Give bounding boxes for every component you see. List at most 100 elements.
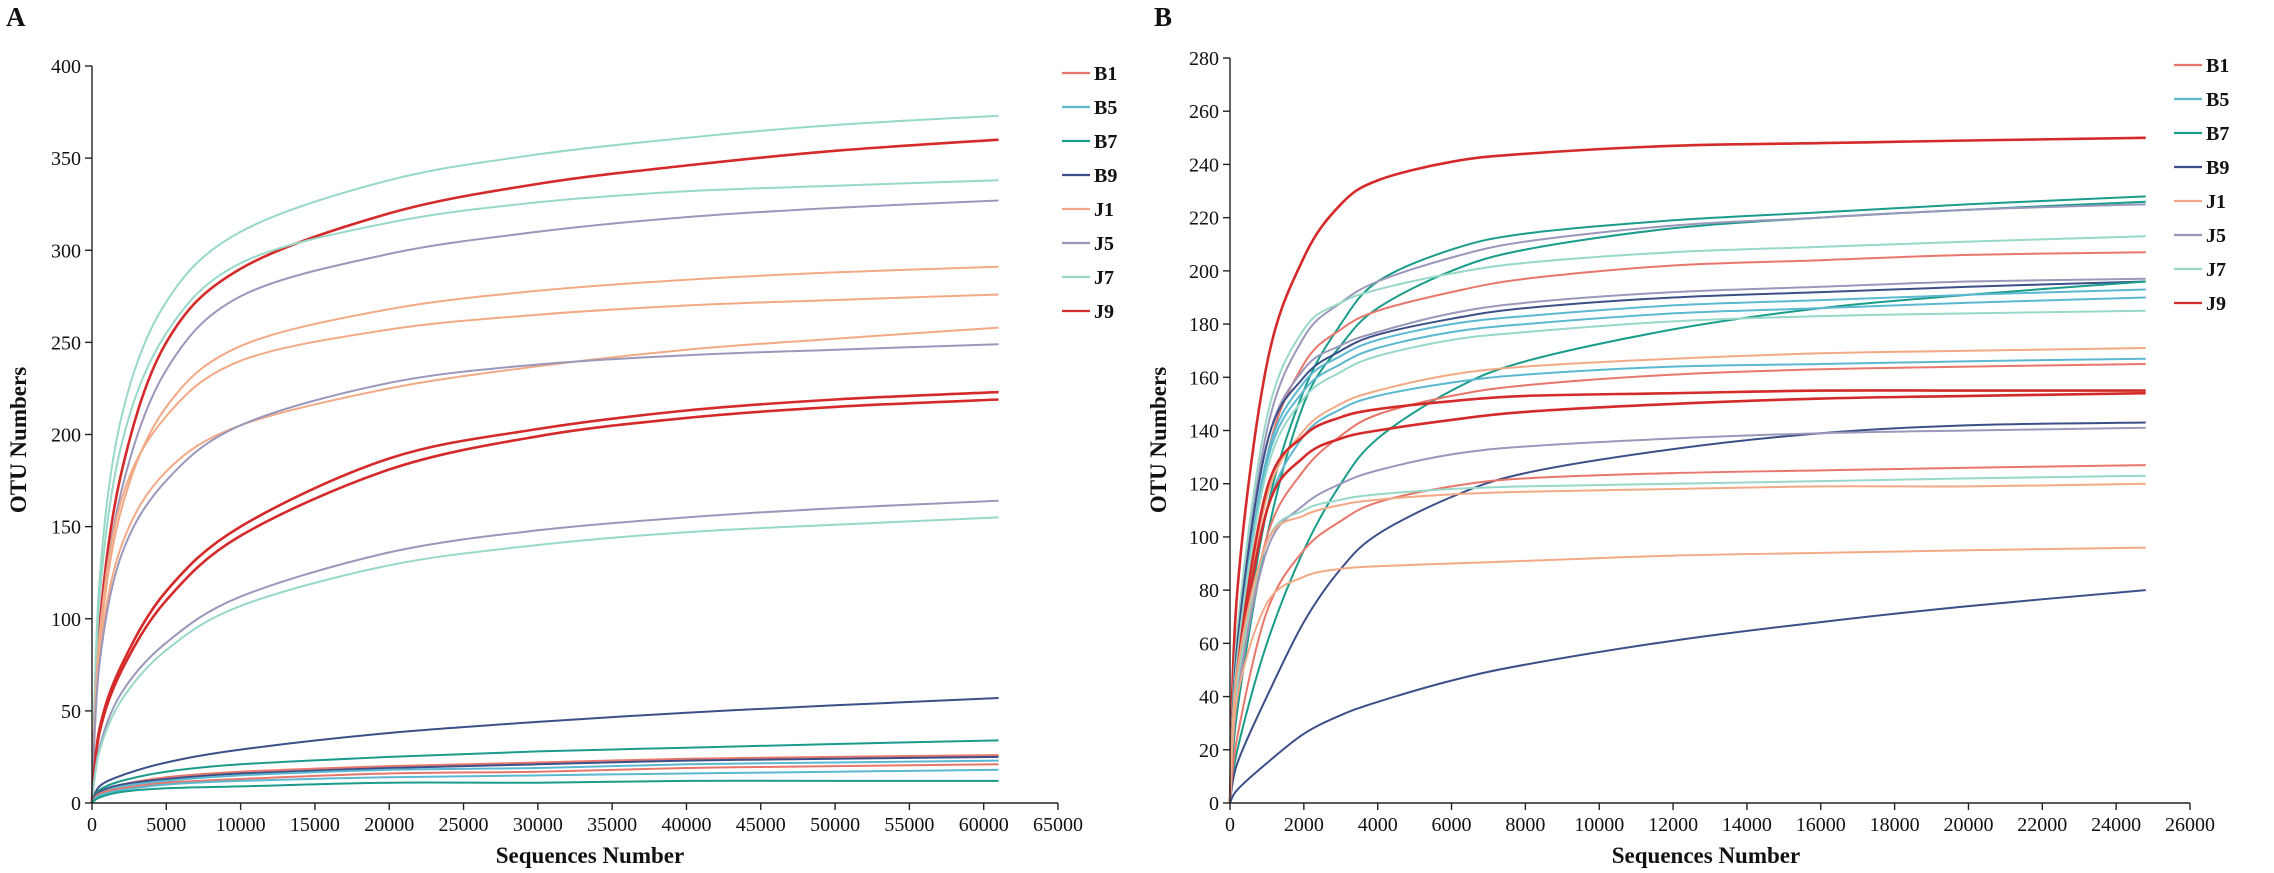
series-line-b7: [1229, 195, 2146, 804]
y-tick-label: 280: [1189, 48, 1219, 70]
y-tick-label: 260: [1189, 101, 1219, 123]
series-line-b5: [91, 768, 999, 804]
x-tick-label: 10000: [1574, 814, 1624, 836]
y-tick-label: 240: [1189, 154, 1219, 176]
panel-b: B 0 20 40 60 80 100 120 140 160 180 200 220 240 260 28…: [1140, 0, 2274, 873]
series-line-j1: [91, 293, 999, 804]
series-line-b1: [1229, 464, 2146, 804]
x-tick-label: 20000: [364, 814, 414, 836]
y-tick-label: 20: [1199, 740, 1219, 762]
panel-label: B: [1154, 2, 1173, 32]
series-line-j9: [1228, 136, 2146, 804]
y-tick-label: 350: [51, 148, 81, 170]
x-tick-label: 4000: [1358, 814, 1398, 836]
y-tick-label: 100: [51, 609, 81, 631]
legend-label-b9: B9: [1094, 165, 1117, 187]
y-tick-label: 220: [1189, 208, 1219, 230]
legend-label-j5: J5: [1094, 233, 1114, 255]
x-tick-label: 0: [1225, 814, 1235, 836]
x-tick-label: 6000: [1432, 814, 1472, 836]
series-line-j9: [90, 398, 999, 804]
legend-label-b1: B1: [2206, 55, 2229, 77]
legend-label-b5: B5: [1094, 97, 1117, 119]
legend-label-j7: J7: [1094, 267, 1114, 289]
x-tick-label: 60000: [959, 814, 1009, 836]
legend-label-b5: B5: [2206, 89, 2229, 111]
legend-label-b7: B7: [2206, 123, 2229, 145]
y-tick-label: 120: [1189, 474, 1219, 496]
chart-b-svg: 0 20 40 60 80 100 120 140 160 180 200 220 240 260 280 0…: [1146, 48, 2229, 868]
x-tick-label: 45000: [736, 814, 786, 836]
x-tick-label: 26000: [2165, 814, 2215, 836]
y-tick-label: 50: [61, 701, 81, 723]
y-tick-label: 0: [1209, 793, 1219, 815]
x-tick-label: 35000: [587, 814, 637, 836]
chart-a-svg: 0 50 100 150 200 250 300 350 400 0 5000 10000 15000 2…: [6, 56, 1117, 868]
series-line-b7: [1229, 280, 2146, 804]
series-line-j1: [1229, 482, 2146, 804]
x-tick-label: 55000: [884, 814, 934, 836]
y-tick-label: 60: [1199, 633, 1219, 655]
y-tick-label: 200: [51, 425, 81, 447]
x-tick-label: 12000: [1648, 814, 1698, 836]
x-tick-label: 40000: [661, 814, 711, 836]
series-line-b7: [91, 779, 999, 804]
series-line-b9: [1229, 589, 2146, 804]
series-line-b9: [1229, 421, 2146, 804]
x-tick-label: 0: [87, 814, 97, 836]
legend-label-j5: J5: [2206, 225, 2226, 247]
series-line-j5: [91, 343, 999, 804]
series-line-b5: [1229, 357, 2146, 804]
legend-label-b7: B7: [1094, 131, 1117, 153]
x-tick-label: 10000: [216, 814, 266, 836]
y-axis-title: OTU Numbers: [1146, 367, 1171, 513]
y-tick-label: 180: [1189, 314, 1219, 336]
series-line-j1: [91, 265, 999, 804]
y-tick-label: 400: [51, 56, 81, 78]
series-line-j7: [1229, 474, 2146, 804]
series-line-b9: [91, 755, 999, 804]
series-line-j7: [91, 114, 999, 804]
series-line-j7: [1229, 235, 2146, 804]
x-tick-label: 50000: [810, 814, 860, 836]
y-tick-label: 0: [71, 793, 81, 815]
legend-label-b1: B1: [1094, 63, 1117, 85]
series-line-b7: [91, 739, 999, 804]
series-line-b5: [91, 759, 999, 804]
series-line-b9: [91, 697, 999, 804]
x-tick-label: 14000: [1722, 814, 1772, 836]
panel-label: A: [6, 2, 26, 32]
y-tick-label: 160: [1189, 367, 1219, 389]
series-line-j1: [91, 326, 999, 804]
x-tick-label: 2000: [1284, 814, 1324, 836]
x-tick-label: 25000: [439, 814, 489, 836]
series-line-b9: [1229, 280, 2146, 804]
y-tick-label: 80: [1199, 580, 1219, 602]
series-line-b1: [91, 763, 999, 804]
y-tick-label: 200: [1189, 261, 1219, 283]
x-tick-label: 20000: [1943, 814, 1993, 836]
x-tick-label: 24000: [2091, 814, 2141, 836]
y-tick-label: 140: [1189, 421, 1219, 443]
y-tick-label: 40: [1199, 687, 1219, 709]
x-tick-label: 15000: [290, 814, 340, 836]
series-line-j1: [1229, 546, 2146, 804]
x-tick-label: 8000: [1505, 814, 1545, 836]
series-line-j5: [91, 499, 999, 804]
y-tick-label: 100: [1189, 527, 1219, 549]
series-line-j5: [1229, 426, 2146, 804]
series-line-j9: [90, 390, 999, 804]
legend-label-j1: J1: [2206, 191, 2226, 213]
series-line-j9: [1228, 391, 2146, 804]
x-axis-title: Sequences Number: [496, 843, 684, 868]
x-tick-label: 22000: [2017, 814, 2067, 836]
legend-label-b9: B9: [2206, 157, 2229, 179]
y-axis-title: OTU Numbers: [6, 367, 31, 513]
x-tick-label: 16000: [1796, 814, 1846, 836]
x-tick-label: 18000: [1870, 814, 1920, 836]
legend-label-j7: J7: [2206, 259, 2226, 281]
legend-label-j9: J9: [1094, 301, 1114, 323]
series-line-j1: [1229, 347, 2146, 804]
panel-a: A 0 50 100 150 200 250 300 350 400 0 5000 10000 1500…: [6, 2, 1117, 868]
legend-label-j1: J1: [1094, 199, 1114, 221]
